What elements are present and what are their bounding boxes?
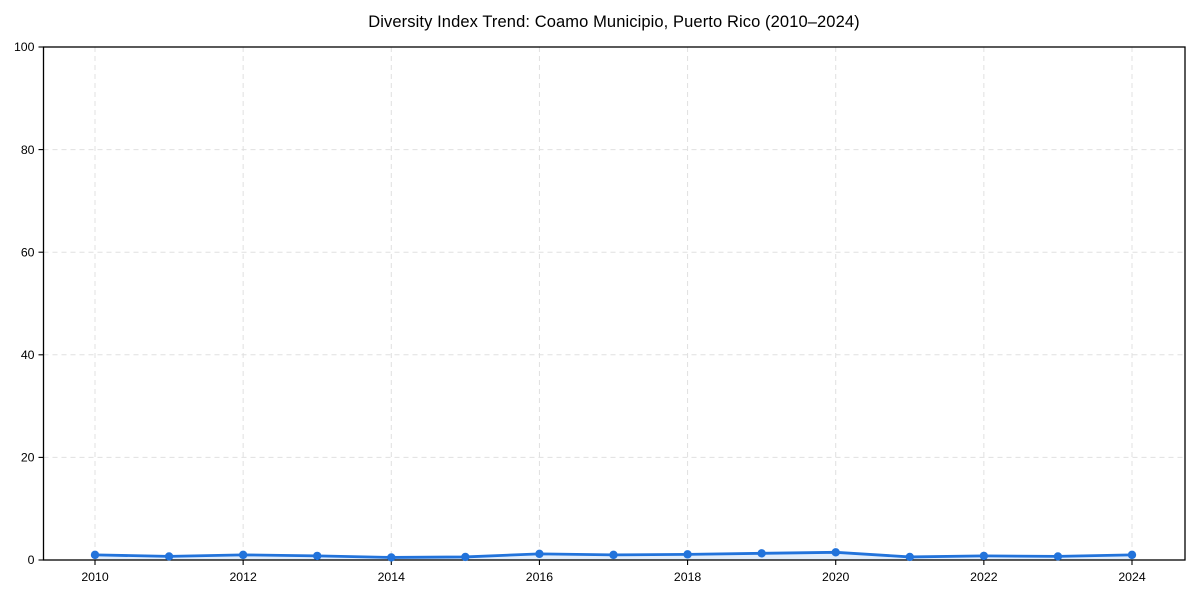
x-tick-label: 2014 xyxy=(378,570,406,584)
y-tick-label: 40 xyxy=(21,348,35,362)
data-point-2021 xyxy=(905,552,914,562)
x-tick-label: 2020 xyxy=(822,570,850,584)
y-tick-label: 80 xyxy=(21,143,35,157)
data-point-2023 xyxy=(1053,552,1063,561)
data-point-2020 xyxy=(831,548,840,557)
x-tick-label: 2012 xyxy=(229,570,257,584)
x-tick-label: 2024 xyxy=(1118,570,1146,584)
data-point-2018 xyxy=(683,550,692,559)
data-point-2016 xyxy=(535,549,544,559)
x-tick-label: 2016 xyxy=(526,570,554,584)
data-point-2014 xyxy=(387,553,396,562)
data-point-2017 xyxy=(609,550,618,560)
data-point-2015 xyxy=(461,552,470,562)
data-point-2011 xyxy=(164,552,174,561)
data-point-2010 xyxy=(90,550,100,560)
data-point-2019 xyxy=(757,549,766,558)
x-tick-label: 2022 xyxy=(970,570,998,584)
data-point-2024 xyxy=(1127,550,1137,560)
y-tick-label: 60 xyxy=(21,245,35,259)
x-tick-label: 2018 xyxy=(674,570,702,584)
data-point-2022 xyxy=(979,551,989,561)
y-tick-label: 0 xyxy=(28,553,35,567)
x-tick-label: 2010 xyxy=(81,570,109,584)
axis-frame xyxy=(42,46,1186,561)
y-tick-label: 100 xyxy=(14,40,35,54)
chart-title: Diversity Index Trend: Coamo Municipio, … xyxy=(368,13,860,31)
data-point-2013 xyxy=(313,551,322,561)
y-tick-label: 20 xyxy=(21,451,35,465)
data-point-2012 xyxy=(238,550,248,560)
